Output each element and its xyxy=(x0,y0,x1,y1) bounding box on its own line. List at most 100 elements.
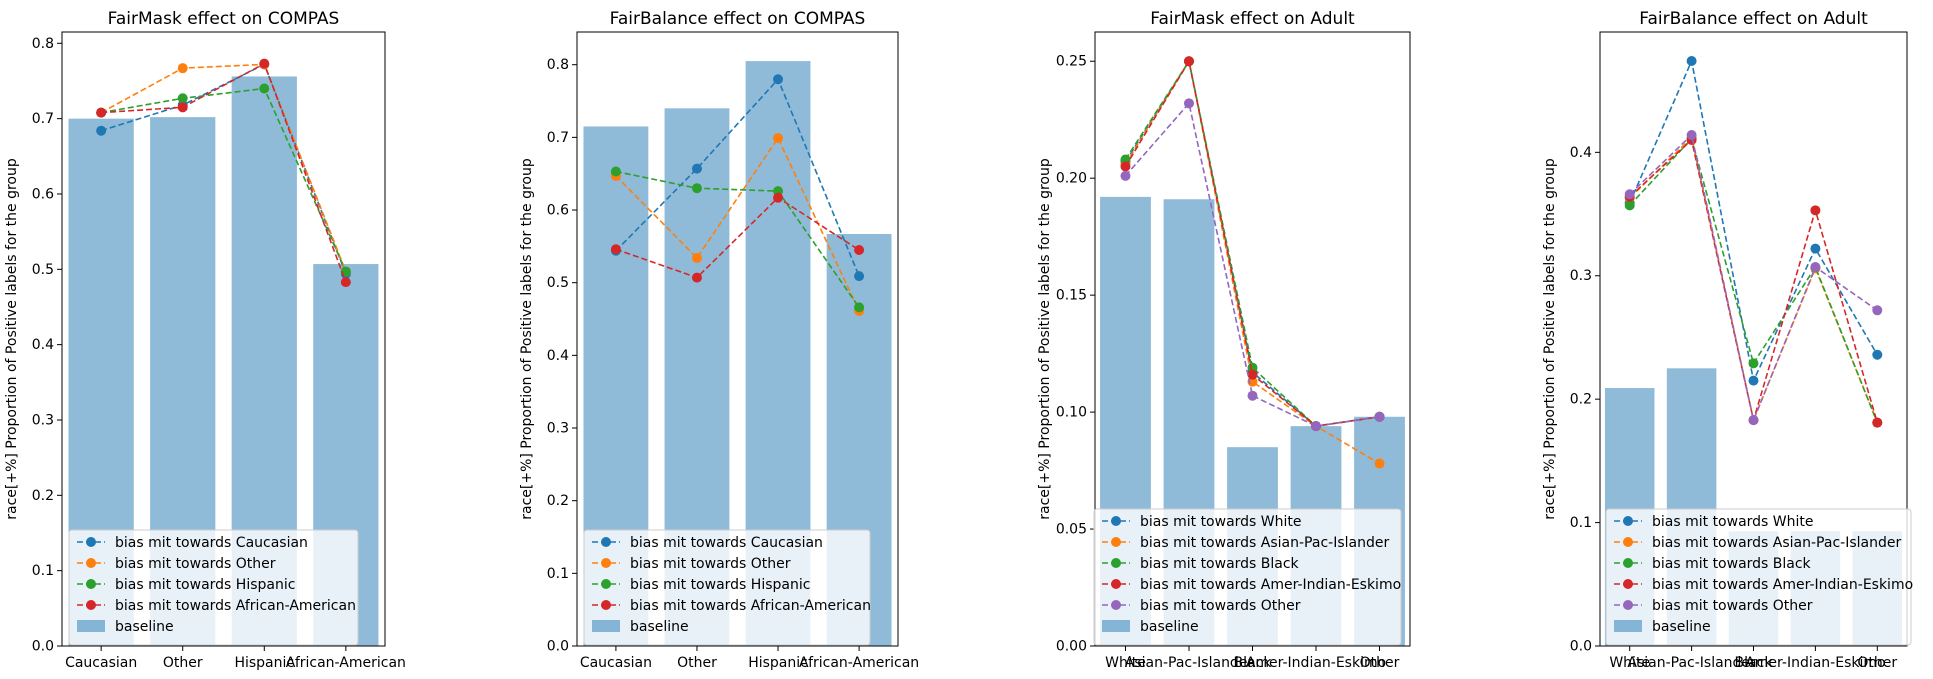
legend-label: bias mit towards African-American xyxy=(630,598,871,614)
plot-frame xyxy=(61,31,386,647)
y-tick-label: 0.1 xyxy=(1570,515,1592,531)
series-point xyxy=(854,302,865,313)
chart-panel-3: 0.0 0.1 0.2 0.3 0.4 WhiteAsian-Pac-IslanderBl… xyxy=(1542,9,1913,671)
x-tick-label: Black xyxy=(1735,655,1774,671)
legend-marker xyxy=(86,558,96,568)
x-tick-label: White xyxy=(1105,655,1146,671)
legend-box xyxy=(1605,508,1912,646)
series-line xyxy=(615,136,860,312)
legend-label: bias mit towards Hispanic xyxy=(630,577,810,593)
y-tick-label: 0.1 xyxy=(32,563,54,579)
series-line xyxy=(1124,59,1380,427)
legend-marker xyxy=(601,579,611,589)
series-line xyxy=(615,196,860,279)
series-point xyxy=(96,125,107,136)
y-tick-label: 0.7 xyxy=(547,130,569,146)
legend-label: bias mit towards Other xyxy=(115,556,276,572)
series-line xyxy=(615,77,860,277)
x-tick-label: Caucasian xyxy=(65,655,137,671)
chart-title: FairBalance effect on COMPAS xyxy=(610,9,866,29)
series-line xyxy=(1629,133,1878,423)
series-line xyxy=(101,62,347,283)
y-tick-label: 0.0 xyxy=(32,639,54,655)
series-line xyxy=(100,63,347,275)
series-point xyxy=(773,133,784,144)
series-point xyxy=(691,163,702,174)
y-tick-label: 0.6 xyxy=(32,186,54,202)
y-tick-label: 0.6 xyxy=(547,203,569,219)
x-tick-label: Other xyxy=(1857,655,1897,671)
legend-label: bias mit towards Other xyxy=(1140,598,1301,614)
legend-marker xyxy=(1111,558,1121,568)
series-line xyxy=(1628,58,1878,384)
legend-marker xyxy=(86,537,96,547)
series-point xyxy=(1872,305,1883,316)
series-point xyxy=(854,271,865,282)
legend-label: bias mit towards White xyxy=(1140,514,1302,530)
y-tick-label: 0.1 xyxy=(547,566,569,582)
series-point xyxy=(1247,369,1258,380)
series-point xyxy=(1120,170,1131,181)
legend-label: bias mit towards Hispanic xyxy=(115,577,295,593)
series-point xyxy=(1624,189,1635,200)
legend-marker xyxy=(601,558,611,568)
chart-panel-1: 0.0 0.1 0.2 0.3 0.4 0.5 0.6 0.7 0.8 Caucasian Othe… xyxy=(519,9,919,671)
chart-title: FairMask effect on COMPAS xyxy=(108,9,340,29)
legend-box xyxy=(1093,508,1402,646)
series-point xyxy=(1686,130,1697,141)
legend-bar-swatch xyxy=(77,620,105,632)
x-tick-label: Asian-Pac-Islander xyxy=(1627,655,1756,671)
legend-label: bias mit towards Amer-Indian-Eskimo xyxy=(1140,577,1401,593)
plot-frame xyxy=(576,31,899,647)
series-point xyxy=(1374,458,1385,469)
series-point xyxy=(691,252,702,263)
legend-label: baseline xyxy=(630,619,689,635)
x-tick-label: Other xyxy=(163,655,203,671)
legend-label: bias mit towards Amer-Indian-Eskimo xyxy=(1652,577,1913,593)
y-axis-label: race[+%] Proportion of Positive labels f… xyxy=(519,158,535,520)
legend-marker xyxy=(1623,558,1633,568)
series-point xyxy=(259,58,270,69)
legend-label: bias mit towards Caucasian xyxy=(630,535,823,551)
series-point xyxy=(96,107,107,118)
plot-frame xyxy=(1599,31,1908,647)
legend-marker xyxy=(1111,600,1121,610)
series-point xyxy=(340,277,351,288)
series-point xyxy=(1311,421,1322,432)
series-point xyxy=(1686,56,1697,66)
chart-panel-2: 0.00 0.05 0.10 0.15 0.20 0.25 WhiteAsian-Pac-I… xyxy=(1037,9,1411,671)
series-point xyxy=(177,63,188,74)
y-tick-label: 0.8 xyxy=(547,57,569,73)
y-tick-label: 0.7 xyxy=(32,111,54,127)
y-tick-label: 0.5 xyxy=(32,262,54,278)
legend-label: bias mit towards Black xyxy=(1652,556,1812,572)
x-tick-label: White xyxy=(1609,655,1650,671)
chart-panel-0: 0.0 0.1 0.2 0.3 0.4 0.5 0.6 0.7 0.8 Caucasian Othe… xyxy=(4,9,406,671)
legend-box xyxy=(583,529,871,646)
legend-marker xyxy=(1623,537,1633,547)
series-point xyxy=(177,93,188,104)
legend-label: baseline xyxy=(115,619,174,635)
y-tick-label: 0.15 xyxy=(1056,288,1087,304)
y-tick-label: 0.3 xyxy=(32,412,54,428)
y-tick-label: 0.25 xyxy=(1056,54,1087,70)
plot-frame xyxy=(1094,31,1411,647)
series-point xyxy=(1247,390,1258,401)
series-point xyxy=(1872,417,1883,428)
series-point xyxy=(1748,358,1759,369)
x-tick-label: Hispanic xyxy=(748,655,808,671)
series-point xyxy=(691,272,702,283)
x-tick-label: Hispanic xyxy=(234,655,294,671)
x-tick-label: Amer-Indian-Eskimo xyxy=(1745,655,1885,671)
y-tick-label: 0.0 xyxy=(547,639,569,655)
legend-marker xyxy=(1111,537,1121,547)
series-point xyxy=(1810,205,1821,216)
y-tick-label: 0.05 xyxy=(1056,522,1087,538)
series-point xyxy=(691,183,702,194)
legend-label: bias mit towards Other xyxy=(1652,598,1813,614)
y-axis-label: race[+%] Proportion of Positive labels f… xyxy=(4,158,20,520)
legend-bar-swatch xyxy=(592,620,620,632)
y-tick-label: 0.3 xyxy=(1570,268,1592,284)
x-tick-label: Asian-Pac-Islander xyxy=(1125,655,1254,671)
series-point xyxy=(259,83,270,94)
